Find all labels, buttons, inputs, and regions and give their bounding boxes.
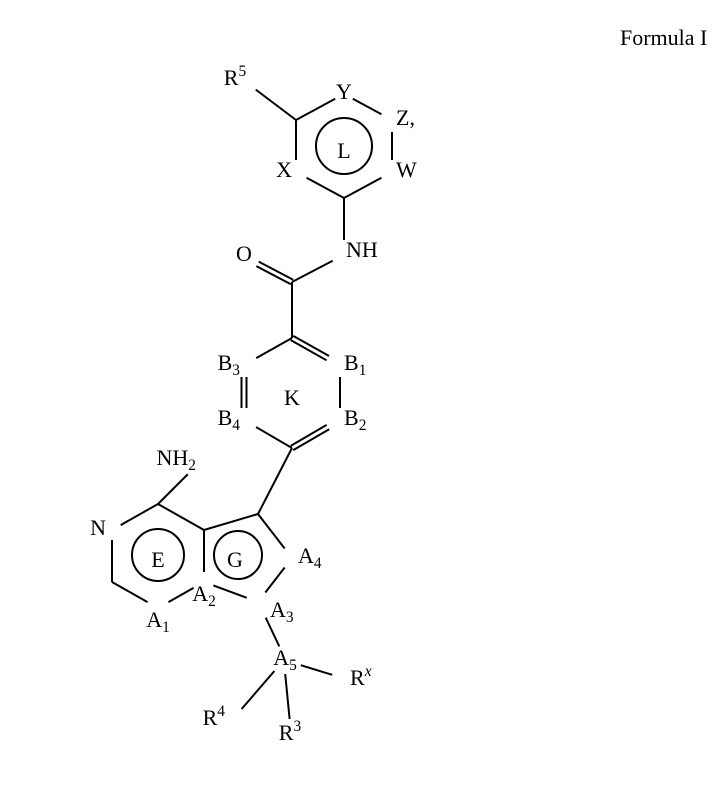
svg-text:A2: A2 [192, 581, 216, 609]
svg-text:R5: R5 [224, 63, 247, 91]
svg-text:B1: B1 [344, 350, 366, 378]
svg-text:W: W [396, 157, 417, 182]
svg-text:Z,: Z, [396, 105, 415, 130]
svg-text:K: K [284, 385, 300, 410]
svg-text:B2: B2 [344, 405, 366, 433]
svg-text:A4: A4 [298, 543, 322, 571]
svg-text:NH: NH [346, 237, 378, 262]
svg-text:A3: A3 [270, 597, 294, 625]
svg-text:Rx: Rx [350, 663, 372, 691]
svg-text:NH2: NH2 [157, 445, 196, 473]
svg-text:R4: R4 [203, 703, 226, 731]
svg-text:L: L [337, 138, 350, 163]
svg-text:Y: Y [336, 79, 352, 104]
svg-text:N: N [90, 515, 106, 540]
svg-text:A1: A1 [146, 607, 170, 635]
svg-text:G: G [227, 547, 243, 572]
chemical-structure: Formula I Y Z, W X L R5 NH O B1 B2 B4 B3 K NH2 N A1 A2 E A4… [0, 0, 725, 795]
svg-text:B3: B3 [218, 350, 241, 378]
svg-text:B4: B4 [218, 405, 241, 433]
svg-text:O: O [236, 241, 252, 266]
svg-text:A5: A5 [273, 645, 297, 673]
formula-title: Formula I [620, 25, 707, 50]
svg-text:X: X [276, 157, 292, 182]
svg-text:E: E [151, 547, 164, 572]
svg-text:R3: R3 [279, 718, 302, 746]
